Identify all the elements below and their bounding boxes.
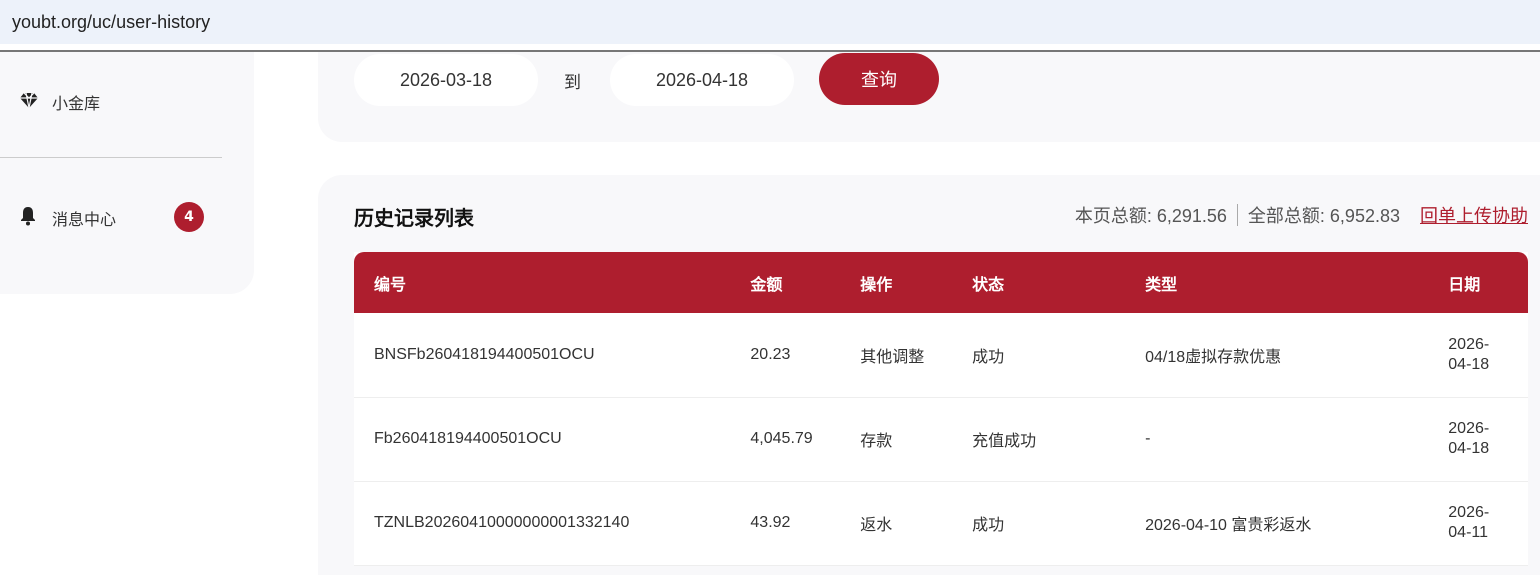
cell-date: 2026-04-18	[1428, 313, 1528, 398]
sidebar-item-label: 小金库	[52, 94, 101, 113]
cell-operation: 返水	[840, 481, 953, 566]
cell-type: 2026-04-10 富贵彩返水	[1125, 481, 1429, 566]
table-row: TZNLB20260410000000001332140 43.92 返水 成功…	[354, 481, 1528, 566]
start-date-input[interactable]: 2026-03-18	[354, 54, 538, 106]
cell-type: 04/18虚拟存款优惠	[1125, 313, 1429, 398]
cell-id: BNSFb260418194400501OCU	[354, 313, 731, 398]
column-header-id: 编号	[374, 274, 407, 294]
query-button[interactable]: 查询	[819, 53, 939, 105]
column-header-amount: 金额	[750, 274, 783, 294]
column-header-date: 日期	[1448, 274, 1481, 294]
sidebar-item-vault[interactable]: 小金库	[20, 90, 100, 114]
totals-summary: 本页总额: 6,291.56 全部总额: 6,952.83 回单上传协助	[1075, 202, 1528, 228]
column-header-type: 类型	[1145, 274, 1178, 294]
sidebar-item-label: 消息中心	[52, 210, 117, 229]
cell-date: 2026-04-18	[1428, 397, 1528, 482]
table-row: Fb260418194400501OCU 4,045.79 存款 充值成功 - …	[354, 397, 1528, 482]
cell-amount: 20.23	[730, 313, 841, 398]
cell-id: Fb260418194400501OCU	[354, 397, 731, 482]
cell-status: 成功	[952, 481, 1126, 566]
cell-status: 成功	[952, 313, 1126, 398]
cell-operation: 存款	[840, 397, 953, 482]
history-table: 编号 金额 操作 状态 类型 日期 BNSFb260418194400501OC…	[354, 252, 1528, 566]
divider	[0, 50, 1540, 52]
cell-amount: 43.92	[730, 481, 841, 566]
bell-icon	[20, 206, 40, 230]
filter-panel: 2026-03-18 到 2026-04-18 查询	[318, 52, 1540, 142]
cell-date: 2026-04-11	[1428, 481, 1528, 566]
table-row: BNSFb260418194400501OCU 20.23 其他调整 成功 04…	[354, 313, 1528, 398]
cell-id: TZNLB20260410000000001332140	[354, 481, 731, 566]
sidebar-divider	[0, 157, 222, 158]
end-date-input[interactable]: 2026-04-18	[610, 54, 794, 106]
url-text: youbt.org/uc/user-history	[12, 12, 211, 32]
column-header-status: 状态	[972, 274, 1005, 294]
column-header-operation: 操作	[860, 274, 893, 294]
receipt-upload-help-link[interactable]: 回单上传协助	[1420, 206, 1528, 226]
table-header: 编号 金额 操作 状态 类型 日期	[354, 252, 1528, 313]
cell-type: -	[1125, 397, 1429, 482]
unread-badge: 4	[174, 202, 204, 232]
sidebar: 小金库 消息中心 4	[0, 52, 254, 294]
gem-icon	[20, 92, 40, 112]
to-label: 到	[564, 73, 581, 93]
all-total: 全部总额: 6,952.83	[1247, 206, 1400, 226]
sidebar-item-messages[interactable]: 消息中心	[20, 206, 116, 230]
history-list-panel: 历史记录列表 本页总额: 6,291.56 全部总额: 6,952.83 回单上…	[318, 175, 1540, 575]
separator	[1236, 204, 1238, 226]
cell-status: 充值成功	[952, 397, 1126, 482]
page-total: 本页总额: 6,291.56	[1074, 206, 1227, 226]
page-title: 历史记录列表	[354, 206, 474, 230]
cell-operation: 其他调整	[840, 313, 953, 398]
address-bar[interactable]: youbt.org/uc/user-history	[0, 0, 1540, 44]
cell-amount: 4,045.79	[730, 397, 841, 482]
